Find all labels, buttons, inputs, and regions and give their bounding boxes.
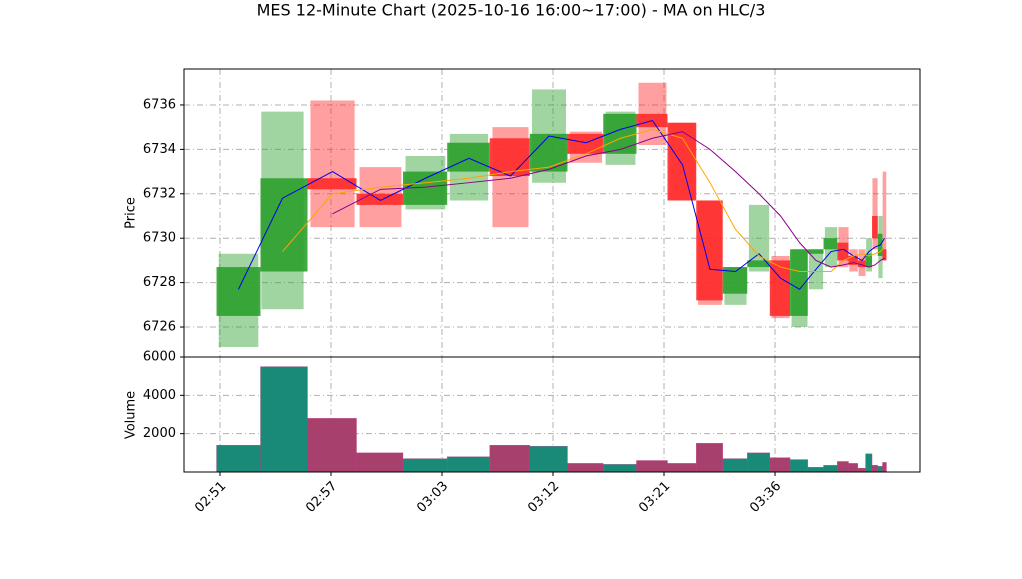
y-tick-label: 6000	[143, 350, 176, 365]
volume-bar	[667, 463, 697, 473]
candle-body	[696, 200, 723, 301]
volume-bar	[769, 457, 791, 473]
y-tick-label: 6726	[143, 320, 176, 335]
candle-body	[567, 133, 604, 154]
volume-bar	[529, 445, 568, 473]
plot-frame	[183, 356, 921, 473]
volume-bar	[603, 464, 637, 473]
y-tick-label: 6736	[143, 97, 176, 112]
candle-body	[882, 249, 887, 261]
chart-title: MES 12-Minute Chart (2025-10-16 16:00~17…	[257, 1, 766, 20]
volume-bar	[216, 445, 261, 473]
candle-body	[872, 215, 878, 239]
volume-bar	[807, 467, 824, 473]
volume-bar	[722, 458, 748, 473]
candle-body	[769, 260, 791, 316]
candle-body	[447, 142, 490, 172]
volume-bar	[837, 461, 849, 473]
candle-body	[216, 267, 261, 316]
candle-body	[848, 255, 858, 265]
volume-bar	[636, 460, 668, 473]
candle-body	[837, 242, 849, 261]
ma-line	[332, 131, 885, 268]
y-axis-label: Volume	[124, 391, 139, 439]
y-tick-label: 6730	[143, 231, 176, 246]
volume-bar	[489, 445, 530, 473]
candle-body	[865, 253, 873, 268]
y-tick-label: 2000	[143, 426, 176, 441]
volume-bar	[865, 453, 873, 473]
candle-body	[747, 260, 770, 268]
volume-bar	[747, 452, 770, 473]
volume-bar	[882, 462, 887, 473]
candle-body	[356, 193, 403, 205]
volume-bar	[447, 456, 490, 473]
volume-bar	[567, 463, 604, 473]
volume-bar	[307, 418, 357, 473]
ma-line	[238, 119, 885, 290]
volume-bar	[789, 459, 808, 473]
volume-bar	[848, 463, 858, 473]
volume-bar	[402, 458, 448, 473]
y-tick-label: 6732	[143, 186, 176, 201]
candle-body	[857, 260, 866, 268]
volume-bar	[877, 466, 883, 473]
volume-bar	[823, 465, 838, 473]
ma-line	[282, 128, 885, 273]
y-tick-label: 6728	[143, 275, 176, 290]
candle-body	[807, 249, 824, 254]
candle-body	[307, 178, 357, 190]
volume-bar	[696, 443, 723, 473]
candle-body	[260, 178, 308, 272]
candle-body	[529, 133, 568, 172]
candle-body	[823, 238, 838, 250]
volume-bar	[871, 465, 878, 473]
y-axis-label: Price	[124, 197, 139, 229]
volume-bar	[356, 452, 404, 473]
volume-bar	[857, 468, 866, 473]
y-tick-label: 6734	[143, 142, 176, 157]
candle-body	[790, 249, 808, 316]
volume-bar	[260, 366, 308, 473]
y-tick-label: 4000	[143, 388, 176, 403]
